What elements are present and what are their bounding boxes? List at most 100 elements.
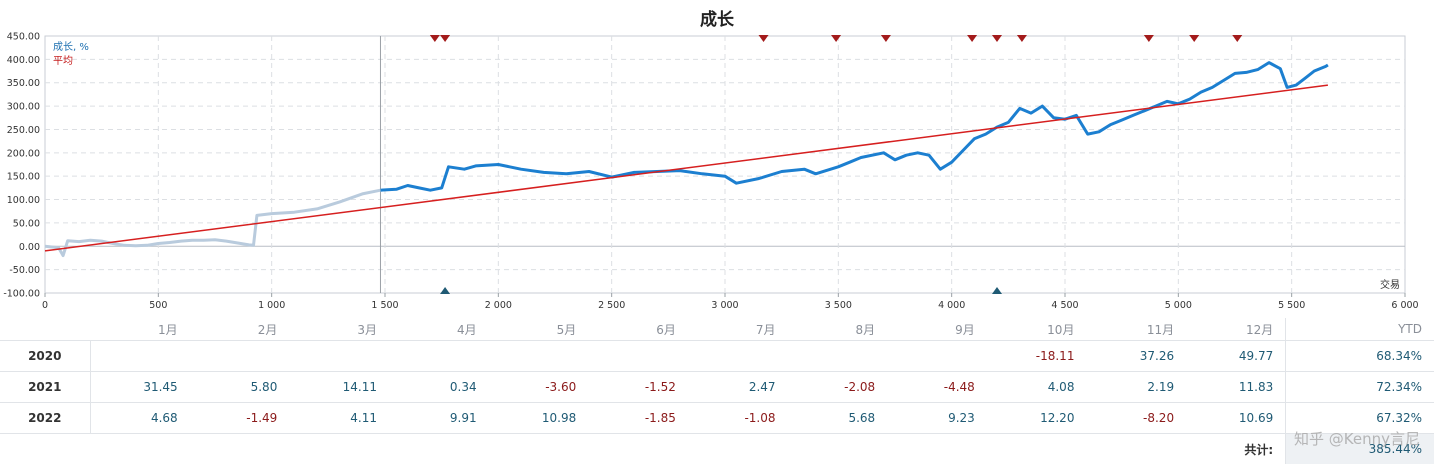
growth-line-history [44, 188, 381, 258]
month-value: 10.98 [488, 402, 589, 434]
month-value [588, 340, 688, 372]
x-tick-label: 4 000 [938, 300, 965, 311]
month-value [887, 340, 987, 372]
header-ytd: YTD [1285, 318, 1434, 341]
row-year: 2022 [0, 402, 91, 434]
total-spacer [0, 434, 1186, 465]
y-tick-label: 450.00 [7, 32, 40, 43]
y-tick-label: 50.00 [13, 218, 40, 229]
x-axis-label: 交易 [1380, 278, 1400, 291]
month-value: 37.26 [1086, 340, 1187, 372]
month-value: 9.23 [887, 402, 987, 434]
month-value: 4.11 [289, 402, 389, 434]
y-tick-label: 100.00 [7, 195, 40, 206]
chart-title: 成长 [700, 9, 735, 30]
row-year: 2021 [0, 371, 91, 403]
drawdown-marker [429, 35, 440, 42]
x-tick-label: 2 500 [598, 300, 625, 311]
drawdown-marker [440, 35, 451, 42]
chart-series [44, 61, 1329, 258]
month-value: 5.80 [189, 371, 290, 403]
month-value: 31.45 [90, 371, 190, 403]
month-value: 2.19 [1086, 371, 1187, 403]
month-value: -2.08 [787, 371, 888, 403]
month-value: 2.47 [687, 371, 788, 403]
x-tick-label: 5 000 [1165, 300, 1192, 311]
header-month: 4月 [388, 318, 489, 341]
drawdown-marker [992, 35, 1002, 42]
month-value [289, 340, 389, 372]
deposit-marker [440, 287, 451, 294]
x-tick-label: 500 [149, 300, 167, 311]
month-value: -1.49 [189, 402, 290, 434]
y-axis: -100.00 -50.00 0.00 50.00 100.00 150.00 200.00… [3, 32, 40, 300]
y-tick-label: 150.00 [7, 172, 40, 183]
header-month: 7月 [687, 318, 788, 341]
month-value: -3.60 [488, 371, 589, 403]
y-tick-label: 400.00 [7, 55, 40, 66]
y-tick-label: -100.00 [3, 289, 40, 300]
table-row: 2021 31.45 5.80 14.11 0.34 -3.60 -1.52 2.47 -2.0… [0, 371, 1434, 403]
month-value [90, 340, 190, 372]
x-tick-label: 1 500 [371, 300, 398, 311]
month-value [787, 340, 888, 372]
growth-line [380, 61, 1329, 192]
month-value: 14.11 [289, 371, 389, 403]
month-value: 11.83 [1186, 371, 1286, 403]
drawdown-marker [1016, 35, 1027, 42]
total-row: 共计: 385.44% [0, 433, 1434, 465]
month-value: 4.08 [986, 371, 1087, 403]
chart-grid [44, 35, 1406, 294]
y-tick-label: -50.00 [9, 265, 40, 276]
legend: 成长, % 平均 [53, 41, 89, 67]
x-tick-label: 3 500 [825, 300, 852, 311]
total-value: 385.44% [1285, 433, 1434, 464]
x-tick-label: 5 500 [1278, 300, 1305, 311]
header-month: 9月 [887, 318, 987, 341]
drawdown-marker [758, 35, 769, 42]
y-tick-label: 250.00 [7, 125, 40, 136]
deposit-marker [992, 287, 1002, 294]
header-corner [0, 318, 91, 341]
row-ytd: 72.34% [1285, 371, 1434, 403]
month-value [189, 340, 290, 372]
month-value: 4.68 [90, 402, 190, 434]
x-tick-label: 3 000 [711, 300, 738, 311]
y-tick-label: 0.00 [19, 242, 40, 253]
y-tick-label: 200.00 [7, 148, 40, 159]
monthly-returns-table: 1月 2月 3月 4月 5月 6月 7月 8月 9月 10月 11月 12月 YTD 2020 -18.1… [0, 318, 1434, 464]
month-value: -18.11 [986, 340, 1087, 372]
drawdown-marker [967, 35, 978, 42]
drawdown-marker [831, 35, 842, 42]
month-value: -4.48 [887, 371, 987, 403]
drawdown-marker [880, 35, 891, 42]
month-value: 9.91 [388, 402, 489, 434]
month-value: 5.68 [787, 402, 888, 434]
header-month: 12月 [1186, 318, 1286, 341]
month-value [388, 340, 489, 372]
total-label: 共计: [1244, 442, 1274, 457]
x-tick-label: 4 500 [1051, 300, 1078, 311]
table-row: 2020 -18.11 37.26 49.77 68.34% [0, 340, 1434, 372]
y-tick-label: 300.00 [7, 102, 40, 113]
header-month: 11月 [1086, 318, 1187, 341]
month-value: 10.69 [1186, 402, 1286, 434]
month-value [687, 340, 788, 372]
month-value: -1.52 [588, 371, 688, 403]
table-header-row: 1月 2月 3月 4月 5月 6月 7月 8月 9月 10月 11月 12月 YTD [0, 318, 1434, 341]
month-value: 0.34 [388, 371, 489, 403]
row-ytd: 68.34% [1285, 340, 1434, 372]
drawdown-marker [1232, 35, 1243, 42]
y-tick-label: 350.00 [7, 78, 40, 89]
month-value: 12.20 [986, 402, 1087, 434]
legend-average: 平均 [53, 55, 73, 67]
growth-chart: 成长 -100.00 -50.00 0.00 50.00 100.00 150.00 200… [3, 9, 1418, 311]
drawdown-marker [1143, 35, 1154, 42]
x-tick-label: 2 000 [485, 300, 512, 311]
month-value [488, 340, 589, 372]
row-year: 2020 [0, 340, 91, 372]
header-month: 3月 [289, 318, 389, 341]
header-month: 6月 [588, 318, 688, 341]
x-tick-label: 0 [42, 300, 48, 311]
x-tick-label: 1 000 [258, 300, 285, 311]
